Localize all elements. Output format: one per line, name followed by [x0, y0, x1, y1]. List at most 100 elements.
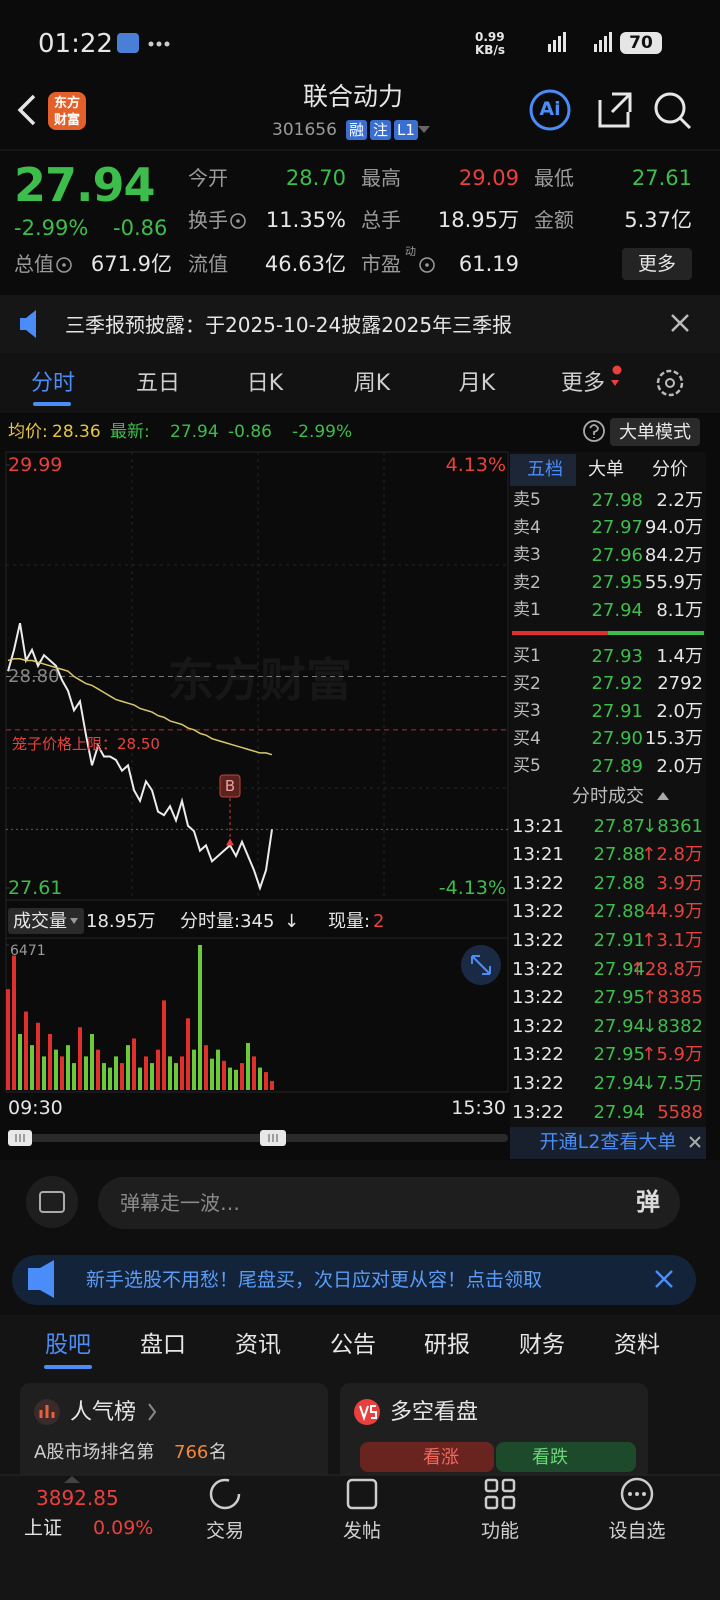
- l2-link[interactable]: 开通L2查看大单: [539, 1130, 677, 1153]
- section-tab[interactable]: 资讯: [235, 1332, 281, 1358]
- volume-bar: [30, 1045, 34, 1090]
- section-tab[interactable]: 股吧: [45, 1332, 91, 1358]
- volume-tick-label: 6471: [10, 943, 46, 959]
- back-icon[interactable]: [17, 94, 36, 126]
- nav-item[interactable]: 设自选: [608, 1519, 666, 1542]
- chart-tab[interactable]: 五日: [135, 370, 181, 396]
- ai-icon[interactable]: [529, 89, 571, 131]
- section-tab[interactable]: 公告: [330, 1332, 376, 1358]
- bear-button[interactable]: [496, 1442, 636, 1472]
- field-value: 28.70: [285, 165, 346, 190]
- mode-button-bg[interactable]: [610, 418, 700, 446]
- stock-title: 联合动力: [302, 81, 404, 111]
- more-button-bg[interactable]: [622, 248, 692, 280]
- order-tab[interactable]: 分价: [652, 458, 688, 480]
- function-icon[interactable]: [484, 1478, 516, 1510]
- chart-tab[interactable]: 周K: [353, 370, 391, 396]
- rank-chevron: [148, 1403, 157, 1421]
- rank-glyph: [39, 1405, 55, 1418]
- l2-close[interactable]: [689, 1136, 701, 1148]
- field-value: 61.19: [458, 251, 519, 276]
- trade-direction: ↓: [642, 1015, 658, 1037]
- book-label: 卖5: [513, 490, 541, 510]
- comment-icon-bg[interactable]: [26, 1176, 78, 1228]
- comment-placeholder[interactable]: 弹幕走一波…: [120, 1191, 240, 1215]
- bull-label[interactable]: 看涨: [423, 1446, 459, 1468]
- marker-point: [226, 838, 234, 846]
- volume-bar: [150, 1063, 154, 1090]
- field-label: 换手: [188, 208, 228, 232]
- tick-volume: 分时量:345: [180, 910, 275, 932]
- volume-bar: [54, 1049, 58, 1090]
- order-tab[interactable]: 大单: [588, 458, 624, 480]
- nav-item[interactable]: 交易: [205, 1519, 245, 1542]
- marker-label: B: [224, 777, 236, 795]
- info-change: -0.86: [228, 422, 272, 442]
- volume-bar: [72, 1063, 76, 1090]
- trade-direction: ↑: [641, 844, 657, 866]
- volume-title[interactable]: 成交量: [13, 910, 67, 932]
- y-pct-label: 4.13%: [445, 453, 506, 476]
- close-icon[interactable]: [671, 314, 689, 332]
- volume-bar: [222, 1060, 226, 1090]
- nav-item[interactable]: 功能: [480, 1519, 520, 1542]
- rank-card[interactable]: [20, 1383, 328, 1483]
- bull-button[interactable]: [360, 1442, 494, 1472]
- volume-bar: [228, 1067, 232, 1090]
- cage-label: 笼子价格上限：28.50: [12, 734, 160, 753]
- ai-button[interactable]: Ai: [539, 97, 561, 120]
- section-tab[interactable]: 研报: [424, 1332, 470, 1358]
- book-volume: 2.0万: [656, 755, 703, 777]
- trade-price: 27.95: [593, 987, 645, 1009]
- dropdown-icon[interactable]: [418, 126, 430, 133]
- field-label: 总手: [361, 208, 401, 232]
- chart-tab[interactable]: 日K: [246, 370, 284, 396]
- banner-text[interactable]: 新手选股不用愁！尾盘买，次日应对更从容！点击领取: [86, 1268, 543, 1291]
- last-price: 27.94: [14, 158, 156, 212]
- search-icon[interactable]: [654, 92, 686, 124]
- nav-item[interactable]: 发帖: [342, 1519, 382, 1542]
- order-panel: [510, 452, 706, 1158]
- volume-selector[interactable]: [8, 908, 84, 934]
- settings-icon[interactable]: [656, 369, 684, 397]
- stock-code: 301656: [272, 120, 337, 140]
- info-icon: [419, 257, 435, 273]
- banner-close[interactable]: [655, 1270, 673, 1288]
- danmaku-button[interactable]: 弹: [636, 1187, 660, 1216]
- section-tab[interactable]: 盘口: [140, 1332, 186, 1358]
- order-tab[interactable]: 五档: [527, 458, 563, 480]
- book-price: 27.91: [591, 700, 643, 722]
- volume-bar: [216, 1049, 220, 1090]
- handle-grip: [15, 1134, 278, 1142]
- stock-tag: 融: [346, 120, 368, 140]
- trade-amount: 5588: [657, 1101, 703, 1123]
- trade-volume: ↑28.8万: [630, 958, 703, 981]
- chart-tab[interactable]: 分时: [30, 370, 76, 396]
- net-speed: 0.99: [475, 30, 505, 44]
- price-line: [7, 622, 273, 892]
- chart-tab[interactable]: 更多: [560, 370, 606, 396]
- comment-input[interactable]: [98, 1177, 680, 1229]
- post-icon[interactable]: [346, 1478, 378, 1510]
- trade-icon[interactable]: [209, 1478, 241, 1510]
- volume-bar: [120, 1063, 124, 1090]
- info-latest-label: 最新:: [110, 422, 150, 442]
- chart-tab[interactable]: 月K: [458, 370, 496, 396]
- scroll-track: [8, 1134, 508, 1142]
- trade-price: 27.88: [593, 901, 645, 923]
- mode-button[interactable]: 大单模式: [619, 421, 691, 443]
- bear-label[interactable]: 看跌: [532, 1446, 568, 1468]
- book-volume: 2.2万: [656, 489, 703, 511]
- app-logo[interactable]: [48, 92, 86, 130]
- field-label: 流值: [188, 252, 228, 276]
- volume-bar: [264, 1072, 268, 1090]
- watchlist-icon[interactable]: [620, 1477, 654, 1511]
- info-dot: [62, 263, 66, 267]
- help-icon[interactable]: [583, 420, 605, 442]
- banner-bg[interactable]: [12, 1255, 696, 1305]
- section-tab[interactable]: 资料: [614, 1332, 660, 1358]
- more-button[interactable]: 更多: [637, 252, 677, 275]
- share-icon[interactable]: [598, 92, 632, 128]
- volume-bar: [132, 1038, 136, 1090]
- section-tab[interactable]: 财务: [519, 1332, 565, 1358]
